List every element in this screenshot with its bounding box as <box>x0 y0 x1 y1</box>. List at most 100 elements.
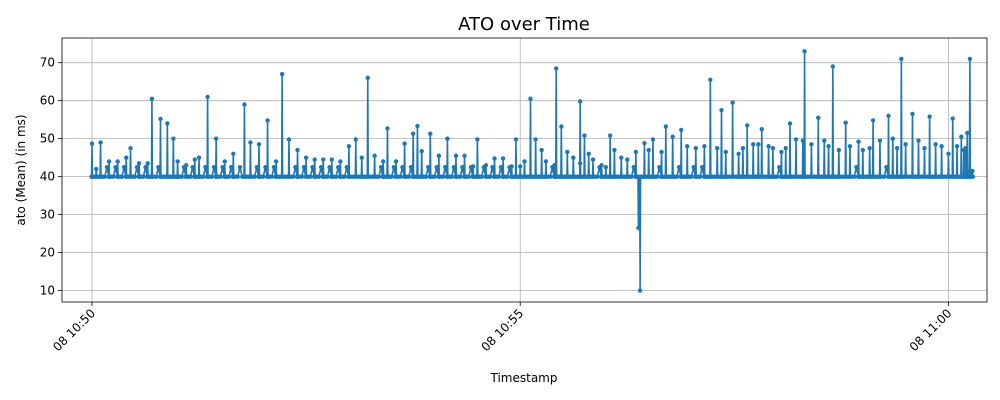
data-point <box>950 116 955 121</box>
data-point <box>263 164 268 170</box>
y-tick-label: 10 <box>40 284 55 298</box>
data-point <box>809 142 814 147</box>
data-point <box>689 174 694 179</box>
data-point <box>391 164 397 170</box>
data-point <box>265 118 270 123</box>
data-point <box>903 142 908 147</box>
data-point <box>293 164 298 170</box>
data-point <box>702 144 707 149</box>
data-point <box>141 174 146 179</box>
data-point <box>89 141 95 146</box>
data-point <box>94 166 99 172</box>
data-point <box>750 142 756 147</box>
data-point <box>365 75 370 81</box>
data-point <box>693 145 698 151</box>
data-point <box>376 174 382 179</box>
data-point <box>192 157 197 162</box>
data-point <box>770 145 776 151</box>
data-point <box>336 164 341 170</box>
data-point <box>111 174 116 179</box>
data-point <box>378 164 384 170</box>
data-point <box>836 147 842 153</box>
data-point <box>565 149 570 155</box>
data-point <box>802 49 807 54</box>
data-point <box>308 174 313 179</box>
data-point <box>408 164 414 170</box>
data-point <box>777 164 782 170</box>
data-point <box>916 138 921 143</box>
data-point <box>316 174 322 179</box>
data-point <box>273 159 279 164</box>
data-point <box>650 137 656 142</box>
data-point <box>183 163 189 168</box>
data-point <box>854 164 859 170</box>
data-point <box>723 149 728 155</box>
data-point <box>492 156 497 161</box>
data-point <box>98 140 103 145</box>
data-point <box>571 155 576 160</box>
data-point <box>498 164 504 170</box>
data-point <box>318 164 324 170</box>
data-point <box>466 174 472 179</box>
data-point <box>136 161 142 166</box>
chart-title: ATO over Time <box>458 14 590 35</box>
y-axis-title: ato (Mean) (in ms) <box>14 114 28 225</box>
data-point <box>744 123 750 128</box>
data-point <box>113 164 118 170</box>
data-point <box>449 174 454 179</box>
data-point <box>619 155 624 160</box>
data-point <box>867 145 872 151</box>
data-point <box>954 144 960 149</box>
data-point <box>470 164 476 169</box>
data-point <box>179 174 185 179</box>
data-point <box>271 164 277 170</box>
data-point <box>730 100 735 105</box>
data-point <box>299 174 305 179</box>
data-point <box>143 164 148 170</box>
data-point <box>242 102 247 107</box>
data-point <box>156 164 161 170</box>
data-point <box>509 164 514 169</box>
data-point <box>603 164 609 170</box>
data-point <box>483 163 489 168</box>
data-point <box>415 123 420 129</box>
data-point <box>279 71 285 77</box>
data-point <box>106 159 112 164</box>
data-point <box>736 151 741 157</box>
data-point <box>327 164 332 170</box>
data-point <box>410 131 416 136</box>
data-point <box>779 149 784 155</box>
data-point <box>676 164 682 170</box>
data-point <box>434 164 439 170</box>
data-point <box>346 144 352 149</box>
data-point <box>220 164 225 170</box>
data-point <box>248 140 253 145</box>
data-point <box>321 157 326 162</box>
data-point <box>149 96 155 101</box>
data-point <box>625 157 630 162</box>
data-point <box>826 144 831 149</box>
data-point <box>965 130 970 136</box>
data-point <box>344 164 349 170</box>
data-point <box>291 174 296 179</box>
data-point <box>787 121 793 126</box>
data-point <box>783 145 788 151</box>
data-point <box>793 137 799 142</box>
data-point <box>894 145 900 151</box>
data-point <box>963 145 968 151</box>
data-point <box>927 114 932 119</box>
data-point <box>533 137 538 142</box>
data-point <box>659 149 664 155</box>
data-point <box>104 164 110 170</box>
data-point <box>522 159 527 164</box>
data-point <box>774 174 780 179</box>
data-point <box>577 99 583 104</box>
data-point <box>353 137 358 142</box>
data-point <box>547 174 553 179</box>
data-point <box>372 153 377 158</box>
data-point <box>766 144 771 149</box>
data-point <box>286 137 292 142</box>
data-point <box>453 153 459 158</box>
data-point <box>325 174 330 179</box>
data-point <box>633 149 639 155</box>
